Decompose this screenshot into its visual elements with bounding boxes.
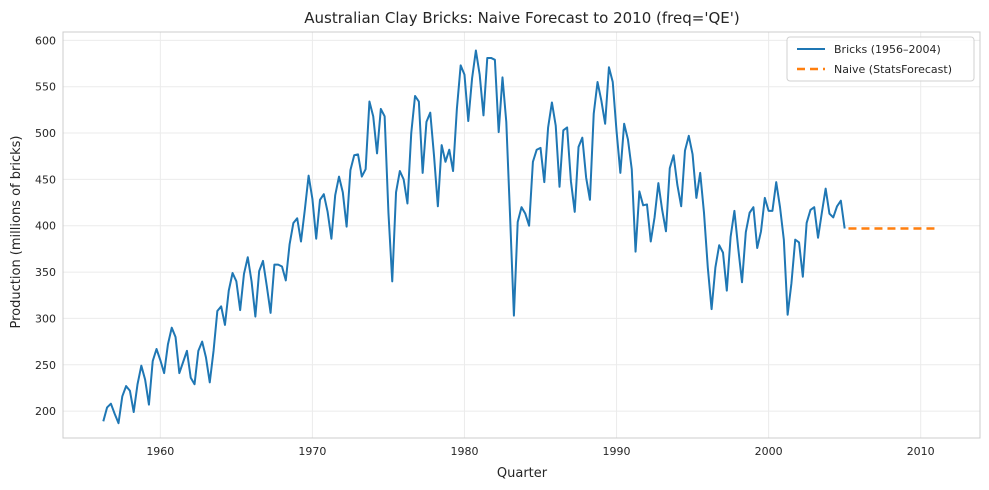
series-layer	[102, 49, 936, 425]
series-line-history	[102, 49, 846, 425]
y-axis-ticks: 200 250 300 350 400 450 500 550 600	[35, 34, 56, 418]
x-axis-label: Quarter	[497, 466, 548, 481]
x-tick-label: 1960	[146, 445, 174, 458]
y-tick-label: 300	[35, 312, 56, 325]
x-tick-label: 2010	[907, 445, 935, 458]
x-tick-label: 1980	[450, 445, 478, 458]
y-tick-label: 600	[35, 34, 56, 47]
x-axis-ticks: 1960 1970 1980 1990 2000 2010	[146, 445, 934, 458]
legend-label-forecast: Naive (StatsForecast)	[834, 63, 952, 76]
y-axis-label: Production (millions of bricks)	[9, 136, 24, 329]
y-tick-label: 500	[35, 127, 56, 140]
x-tick-label: 1970	[298, 445, 326, 458]
y-tick-label: 400	[35, 220, 56, 233]
x-tick-label: 2000	[755, 445, 783, 458]
y-tick-label: 350	[35, 266, 56, 279]
chart-title: Australian Clay Bricks: Naive Forecast t…	[304, 9, 739, 27]
legend: Bricks (1956–2004) Naive (StatsForecast)	[786, 36, 975, 82]
y-tick-label: 450	[35, 173, 56, 186]
legend-box	[786, 36, 975, 82]
y-tick-label: 200	[35, 405, 56, 418]
plot-area-frame	[62, 31, 981, 439]
x-tick-label: 1990	[603, 445, 631, 458]
y-tick-label: 550	[35, 81, 56, 94]
y-tick-label: 250	[35, 359, 56, 372]
legend-label-history: Bricks (1956–2004)	[834, 43, 941, 56]
